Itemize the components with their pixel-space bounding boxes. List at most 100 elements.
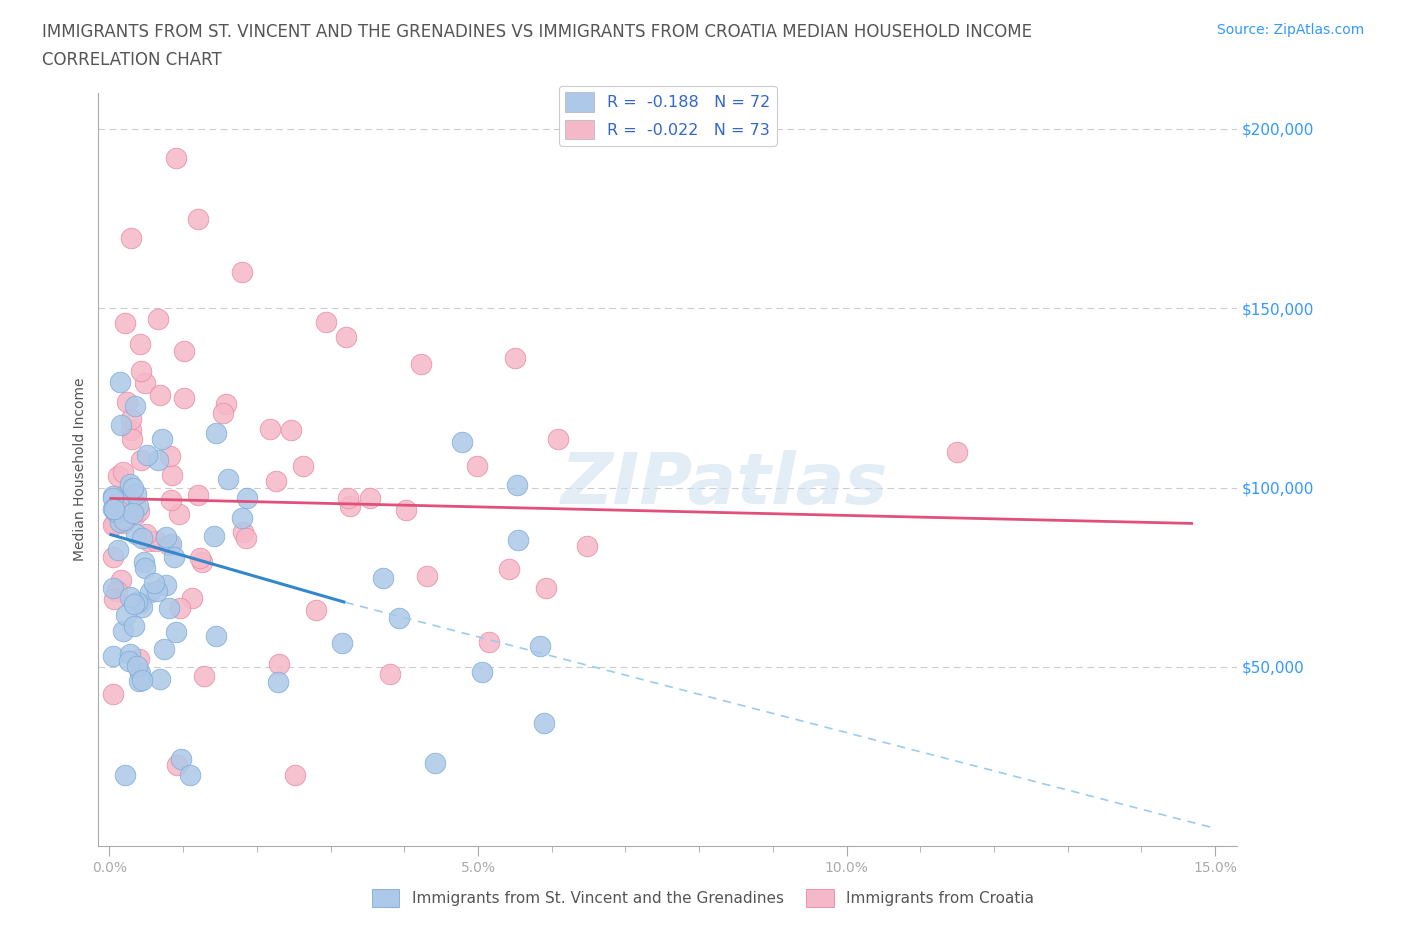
- Point: [465, 458, 488, 473]
- Point: [131, 672, 153, 687]
- Legend: R =  -0.188   N = 72, R =  -0.022   N = 73: R = -0.188 N = 72, R = -0.022 N = 73: [560, 86, 776, 146]
- Point: [108, 514, 131, 529]
- Point: [120, 487, 142, 502]
- Point: [159, 449, 181, 464]
- Point: [107, 469, 129, 484]
- Point: [269, 657, 291, 671]
- Point: [149, 671, 172, 686]
- Point: [165, 150, 187, 165]
- Point: [145, 534, 167, 549]
- Point: [127, 498, 149, 513]
- Point: [129, 337, 152, 352]
- Point: [146, 584, 169, 599]
- Point: [359, 490, 381, 505]
- Point: [132, 554, 155, 569]
- Point: [163, 550, 186, 565]
- Point: [450, 434, 472, 449]
- Point: [498, 562, 520, 577]
- Point: [108, 489, 131, 504]
- Point: [332, 635, 354, 650]
- Point: [478, 634, 501, 649]
- Point: [157, 601, 180, 616]
- Point: [125, 658, 148, 673]
- Point: [101, 580, 124, 595]
- Point: [160, 537, 183, 551]
- Point: [127, 594, 149, 609]
- Point: [335, 329, 357, 344]
- Point: [533, 715, 555, 730]
- Point: [395, 503, 418, 518]
- Point: [235, 530, 257, 545]
- Point: [292, 458, 315, 473]
- Point: [231, 511, 253, 525]
- Y-axis label: Median Household Income: Median Household Income: [73, 378, 87, 562]
- Point: [264, 473, 287, 488]
- Point: [101, 518, 124, 533]
- Point: [124, 508, 146, 523]
- Point: [165, 624, 187, 639]
- Point: [416, 569, 439, 584]
- Point: [267, 675, 290, 690]
- Point: [122, 505, 145, 520]
- Point: [409, 356, 432, 371]
- Point: [204, 425, 226, 440]
- Point: [166, 757, 188, 772]
- Point: [187, 487, 209, 502]
- Point: [169, 600, 191, 615]
- Point: [187, 211, 209, 226]
- Point: [101, 488, 124, 503]
- Point: [129, 452, 152, 467]
- Point: [547, 432, 569, 446]
- Point: [305, 603, 328, 618]
- Point: [378, 667, 401, 682]
- Point: [128, 652, 150, 667]
- Point: [118, 647, 141, 662]
- Point: [131, 364, 153, 379]
- Point: [115, 607, 138, 622]
- Point: [280, 423, 302, 438]
- Point: [181, 591, 204, 605]
- Point: [505, 478, 527, 493]
- Point: [160, 467, 183, 482]
- Text: CORRELATION CHART: CORRELATION CHART: [42, 51, 222, 69]
- Point: [167, 507, 190, 522]
- Point: [946, 445, 969, 459]
- Point: [114, 316, 136, 331]
- Point: [128, 503, 150, 518]
- Point: [336, 491, 359, 506]
- Point: [107, 542, 129, 557]
- Point: [101, 490, 124, 505]
- Point: [122, 481, 145, 496]
- Point: [284, 767, 307, 782]
- Point: [191, 554, 214, 569]
- Point: [108, 374, 131, 389]
- Point: [136, 447, 159, 462]
- Point: [103, 517, 125, 532]
- Point: [129, 595, 152, 610]
- Point: [315, 314, 337, 329]
- Point: [503, 351, 526, 365]
- Legend: Immigrants from St. Vincent and the Grenadines, Immigrants from Croatia: Immigrants from St. Vincent and the Gren…: [366, 884, 1040, 913]
- Point: [111, 465, 134, 480]
- Point: [120, 476, 142, 491]
- Point: [110, 418, 132, 432]
- Point: [139, 585, 162, 600]
- Point: [110, 572, 132, 587]
- Point: [120, 412, 142, 427]
- Point: [339, 498, 361, 513]
- Point: [471, 664, 494, 679]
- Point: [103, 591, 125, 606]
- Point: [148, 312, 170, 327]
- Point: [536, 580, 558, 595]
- Point: [138, 534, 160, 549]
- Point: [134, 376, 156, 391]
- Point: [103, 501, 125, 516]
- Point: [179, 767, 201, 782]
- Point: [173, 344, 195, 359]
- Text: ZIPatlas: ZIPatlas: [561, 450, 889, 519]
- Point: [157, 538, 180, 552]
- Text: Source: ZipAtlas.com: Source: ZipAtlas.com: [1216, 23, 1364, 37]
- Point: [112, 512, 135, 527]
- Point: [131, 599, 153, 614]
- Point: [202, 528, 225, 543]
